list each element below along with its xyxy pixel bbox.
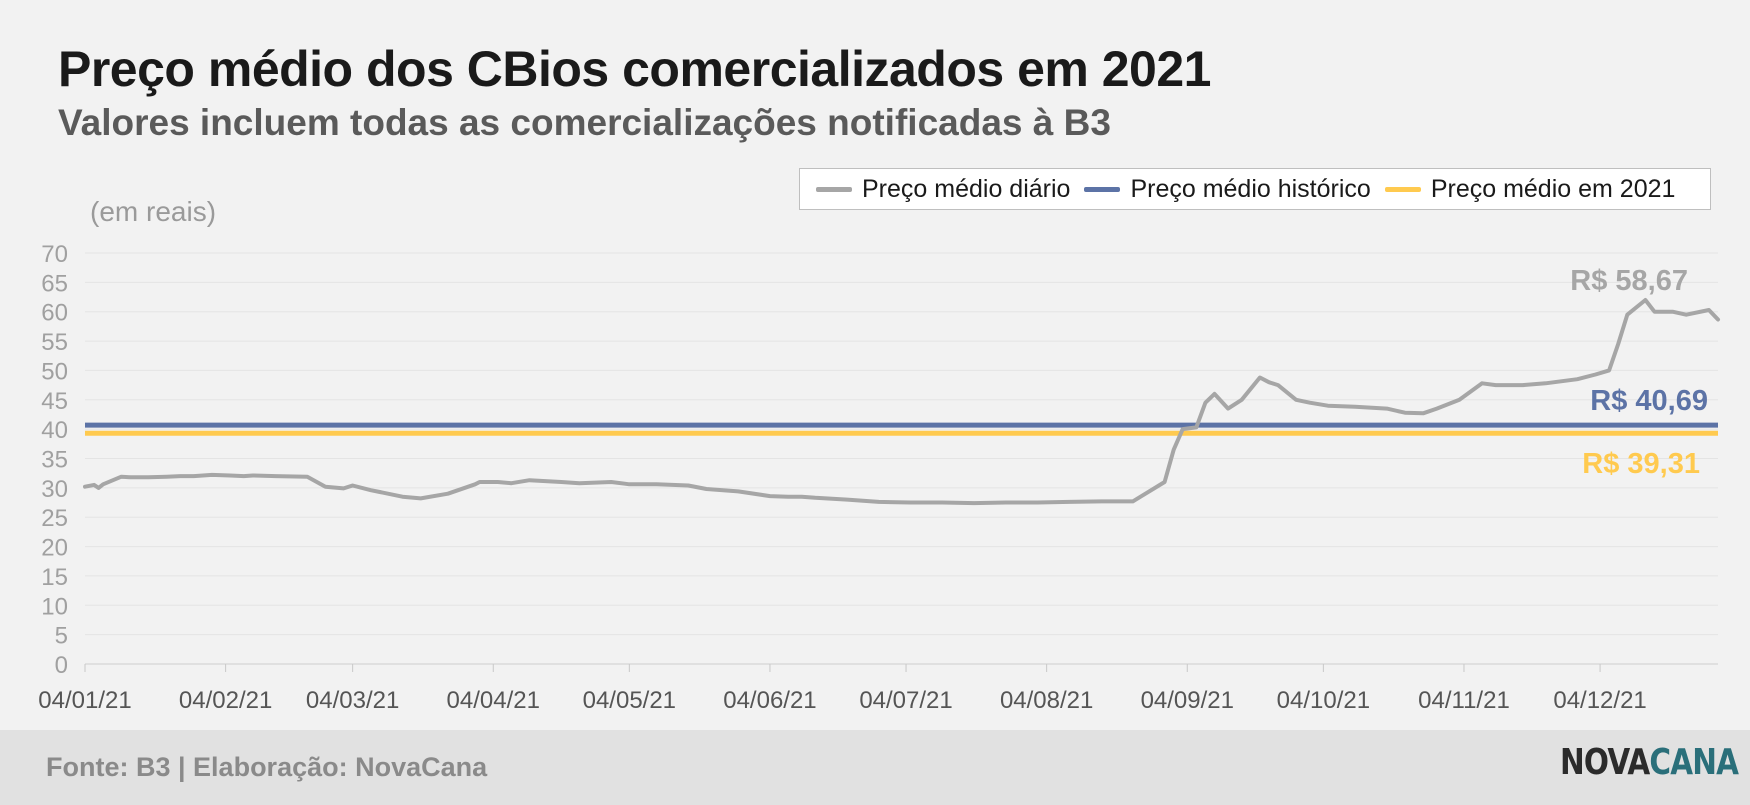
x-tick-label: 04/10/21 xyxy=(1277,687,1370,714)
x-tick-label: 04/06/21 xyxy=(723,687,816,714)
y-tick-label: 55 xyxy=(41,329,68,356)
legend-swatch-historic xyxy=(1084,186,1121,192)
legend-label-daily: Preço médio diário xyxy=(862,174,1071,203)
y-tick-label: 30 xyxy=(41,476,68,503)
data-label-historic-average: R$ 40,69 xyxy=(1590,385,1708,417)
y-tick-label: 70 xyxy=(41,241,68,268)
y-tick-label: 25 xyxy=(41,505,68,532)
logo-text-nova: NOVA xyxy=(1560,742,1650,783)
x-tick-label: 04/02/21 xyxy=(179,687,272,714)
data-label-latest-daily: R$ 58,67 xyxy=(1570,265,1688,297)
legend-label-year: Preço médio em 2021 xyxy=(1430,174,1676,203)
y-tick-label: 15 xyxy=(41,564,68,591)
x-tick-label: 04/12/21 xyxy=(1553,687,1646,714)
legend-swatch-year xyxy=(1384,186,1421,192)
novacana-logo: NOVACANA xyxy=(1560,742,1739,783)
y-tick-label: 0 xyxy=(55,652,68,679)
y-tick-label: 20 xyxy=(41,535,68,562)
legend-item-historic: Preço médio histórico xyxy=(1084,174,1371,204)
data-label-year-average: R$ 39,31 xyxy=(1582,448,1700,480)
y-tick-label: 5 xyxy=(55,623,68,650)
data-labels: R$ 58,67 R$ 40,69 R$ 39,31 xyxy=(1570,265,1708,480)
y-tick-label: 65 xyxy=(41,270,68,297)
y-tick-label: 10 xyxy=(41,593,68,620)
x-tick-label: 04/03/21 xyxy=(306,687,399,714)
x-tick-label: 04/04/21 xyxy=(447,687,540,714)
y-tick-label: 35 xyxy=(41,447,68,474)
series-line-daily-price xyxy=(83,298,1720,506)
chart-legend: Preço médio diário Preço médio histórico… xyxy=(799,168,1711,210)
logo-text-cana: CANA xyxy=(1649,742,1739,783)
chart-subtitle: Valores incluem todas as comercializaçõe… xyxy=(58,102,1111,143)
x-axis-ticks: 04/01/21 04/02/21 04/03/21 04/04/21 04/05/21… xyxy=(38,664,1647,714)
y-axis-unit-label: (em reais) xyxy=(90,196,217,227)
x-tick-label: 04/08/21 xyxy=(1000,687,1093,714)
y-tick-label: 50 xyxy=(41,358,68,385)
chart-title: Preço médio dos CBios comercializados em… xyxy=(58,41,1211,97)
grid-lines xyxy=(85,252,1718,665)
y-tick-label: 40 xyxy=(41,417,68,444)
y-tick-label: 45 xyxy=(41,388,68,415)
source-credit: Fonte: B3 | Elaboração: NovaCana xyxy=(46,752,488,782)
legend-label-historic: Preço médio histórico xyxy=(1130,174,1371,203)
x-tick-label: 04/11/21 xyxy=(1418,687,1510,714)
legend-item-year: Preço médio em 2021 xyxy=(1384,174,1676,204)
footer: Fonte: B3 | Elaboração: NovaCana NOVACAN… xyxy=(0,730,1750,805)
x-tick-label: 04/05/21 xyxy=(583,687,676,714)
y-tick-label: 60 xyxy=(41,300,68,327)
legend-item-daily: Preço médio diário xyxy=(816,175,1070,204)
legend-swatch-daily xyxy=(816,186,852,192)
x-tick-label: 04/01/21 xyxy=(38,687,131,714)
series-layer xyxy=(83,298,1720,506)
x-tick-label: 04/07/21 xyxy=(859,687,952,714)
x-tick-label: 04/09/21 xyxy=(1141,687,1234,714)
